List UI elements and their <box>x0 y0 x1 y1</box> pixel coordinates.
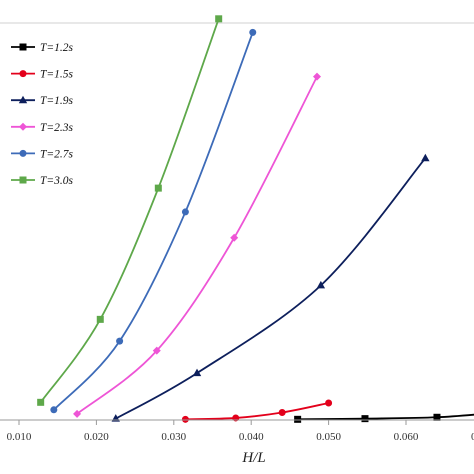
data-point <box>50 406 58 414</box>
data-point <box>181 208 189 216</box>
x-tick-label: 0.010 <box>7 431 32 443</box>
legend-marker <box>19 70 27 78</box>
series-line <box>53 32 254 411</box>
legend: T=1.2s T=1.5s T=1.9s T=2.3s T=2.7s T=3.0s <box>11 42 74 187</box>
x-ticks: 0.010 0.020 0.030 0.040 0.050 0.060 0.070 <box>7 420 474 443</box>
data-point <box>116 337 124 345</box>
legend-marker <box>19 176 27 184</box>
series-line <box>297 413 474 421</box>
legend-marker <box>19 149 27 157</box>
data-point <box>249 28 257 36</box>
data-point <box>215 15 223 23</box>
data-point <box>230 233 239 242</box>
series-line <box>115 157 427 420</box>
data-point <box>152 346 161 355</box>
x-tick-label: 0.070 <box>471 431 474 443</box>
data-point <box>361 415 369 423</box>
x-tick-label: 0.030 <box>161 431 186 443</box>
data-point <box>73 409 82 418</box>
series-layer <box>37 15 474 423</box>
data-point <box>154 184 162 192</box>
data-point <box>37 398 45 406</box>
legend-item: T=2.7s <box>11 148 74 160</box>
series-t-2-7s <box>50 28 257 414</box>
series-t-3-0s <box>37 15 223 406</box>
data-point <box>421 153 430 162</box>
legend-marker <box>19 122 27 131</box>
legend-item: T=1.2s <box>11 42 74 54</box>
series-line <box>185 402 329 421</box>
series-t-1-2s <box>294 413 474 423</box>
legend-label: T=1.5s <box>40 69 74 81</box>
legend-label: T=3.0s <box>40 175 74 187</box>
data-point <box>278 409 286 417</box>
x-tick-label: 0.040 <box>239 431 264 443</box>
series-line <box>76 76 318 415</box>
legend-marker <box>19 43 27 51</box>
data-point <box>312 72 321 81</box>
legend-item: T=1.5s <box>11 69 74 81</box>
data-point <box>433 413 441 421</box>
data-point <box>192 368 202 377</box>
legend-item: T=1.9s <box>11 95 74 107</box>
series-line <box>39 18 220 403</box>
data-point <box>325 399 333 407</box>
data-point <box>316 280 326 289</box>
x-tick-label: 0.060 <box>394 431 419 443</box>
data-point <box>96 315 104 323</box>
legend-label: T=1.2s <box>40 42 74 54</box>
legend-marker <box>18 95 28 104</box>
x-axis-title: H/L <box>241 450 265 466</box>
data-point <box>181 415 189 423</box>
legend-label: T=2.3s <box>40 122 74 134</box>
x-tick-label: 0.050 <box>316 431 341 443</box>
legend-item: T=2.3s <box>11 122 74 134</box>
x-tick-label: 0.020 <box>84 431 109 443</box>
legend-item: T=3.0s <box>11 175 74 187</box>
legend-label: T=2.7s <box>40 148 74 160</box>
series-t-2-3s <box>73 72 321 418</box>
data-point <box>294 415 302 423</box>
legend-label: T=1.9s <box>40 95 74 107</box>
